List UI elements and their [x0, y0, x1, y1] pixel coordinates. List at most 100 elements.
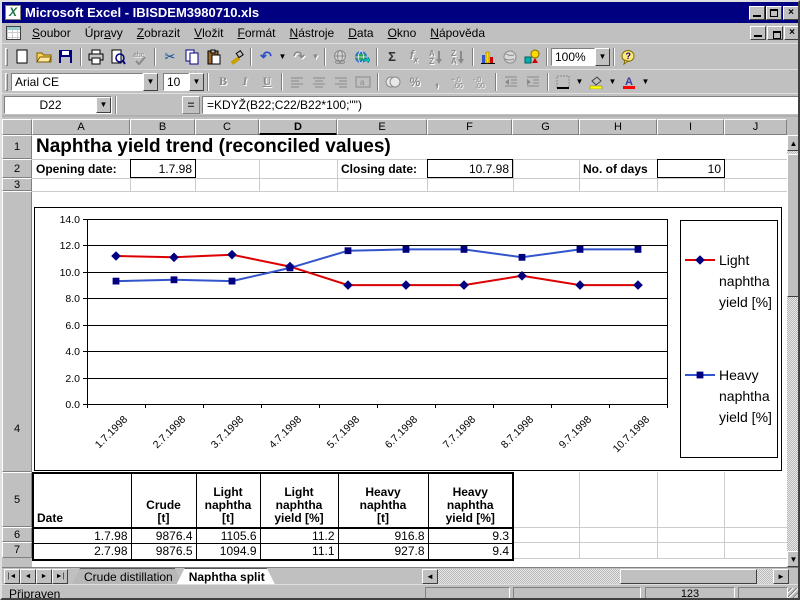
scroll-up-button[interactable]: ▲: [787, 135, 798, 151]
undo-button[interactable]: ↶: [255, 47, 277, 67]
table-cell[interactable]: 916.8: [337, 527, 429, 544]
column-header-G[interactable]: G: [512, 119, 579, 135]
chart-wizard-button[interactable]: [477, 47, 499, 67]
scroll-right-button[interactable]: ►: [773, 569, 789, 584]
row-header-7[interactable]: 7: [2, 542, 32, 558]
column-header-C[interactable]: C: [195, 119, 259, 135]
help-button[interactable]: ?: [618, 47, 640, 67]
table-cell[interactable]: 9876.5: [130, 543, 197, 560]
doc-close-button[interactable]: ×: [784, 26, 798, 40]
row-header-2[interactable]: 2: [2, 159, 32, 178]
scroll-left-button[interactable]: ◄: [422, 569, 438, 584]
zoom-value[interactable]: 100%: [551, 47, 595, 66]
font-name-value[interactable]: Arial CE: [11, 72, 143, 91]
paste-function-button[interactable]: fx: [403, 47, 425, 67]
restore-button[interactable]: [766, 5, 782, 20]
font-name-combo[interactable]: Arial CE ▼: [11, 72, 158, 91]
menu-napoveda[interactable]: Nápověda: [430, 26, 485, 40]
spelling-button[interactable]: abc: [129, 47, 151, 67]
table-cell[interactable]: 9.3: [427, 527, 514, 544]
sheet-tab-crude-distillation[interactable]: Crude distillation: [72, 568, 183, 584]
table-cell[interactable]: 2.7.98: [32, 543, 132, 560]
name-box[interactable]: D22 ▼: [4, 95, 112, 114]
last-sheet-button[interactable]: ►|: [52, 569, 68, 584]
font-size-combo[interactable]: 10 ▼: [163, 72, 204, 91]
redo-button[interactable]: ↷: [288, 47, 310, 67]
web-toolbar-button[interactable]: [351, 47, 373, 67]
copy-button[interactable]: [181, 47, 203, 67]
days-value-cell[interactable]: 10: [657, 159, 725, 178]
column-header-A[interactable]: A: [32, 119, 130, 135]
save-button[interactable]: [55, 47, 77, 67]
table-cell[interactable]: 1.7.98: [32, 527, 132, 544]
align-right-button[interactable]: [330, 72, 352, 92]
menu-okno[interactable]: Okno: [387, 26, 417, 40]
row-header-3[interactable]: 3: [2, 178, 32, 191]
table-cell[interactable]: 927.8: [337, 543, 429, 560]
column-header-I[interactable]: I: [657, 119, 724, 135]
increase-decimal-button[interactable]: +,0,00: [448, 72, 470, 92]
decrease-decimal-button[interactable]: -,0,00: [470, 72, 492, 92]
equals-button[interactable]: =: [182, 95, 200, 114]
previous-sheet-button[interactable]: ◄: [20, 569, 36, 584]
currency-button[interactable]: [382, 72, 404, 92]
row-header-4[interactable]: 4: [2, 191, 32, 472]
column-header-H[interactable]: H: [579, 119, 657, 135]
menu-vlozit[interactable]: Vložit: [194, 26, 224, 40]
menu-nastroje[interactable]: Nástroje: [289, 26, 335, 40]
fill-color-button[interactable]: [585, 72, 607, 92]
dropdown-icon[interactable]: ▼: [143, 72, 158, 91]
undo-dropdown-button[interactable]: ▼: [278, 52, 287, 61]
menu-upravy[interactable]: Úpravy: [84, 26, 123, 40]
menu-data[interactable]: Data: [348, 26, 374, 40]
column-header-J[interactable]: J: [724, 119, 787, 135]
opening-date-label-cell[interactable]: Opening date:: [36, 161, 117, 176]
redo-dropdown-button[interactable]: ▼: [311, 52, 320, 61]
table-cell[interactable]: 11.1: [259, 543, 339, 560]
font-color-button[interactable]: A: [618, 72, 640, 92]
closing-date-label-cell[interactable]: Closing date:: [341, 161, 418, 176]
column-header-E[interactable]: E: [337, 119, 427, 135]
table-cell[interactable]: 9.4: [427, 543, 514, 560]
table-cell[interactable]: 1094.9: [195, 543, 261, 560]
underline-button[interactable]: U: [256, 72, 278, 92]
row-header-1[interactable]: 1: [2, 135, 32, 159]
vertical-scroll-thumb[interactable]: [787, 154, 798, 297]
column-header-F[interactable]: F: [427, 119, 512, 135]
excel-app-icon[interactable]: X: [5, 5, 21, 20]
percent-button[interactable]: %: [404, 72, 426, 92]
format-painter-button[interactable]: [225, 47, 247, 67]
row-header-5[interactable]: 5: [2, 472, 32, 527]
comma-button[interactable]: ,: [426, 72, 448, 92]
menu-soubor[interactable]: Soubor: [32, 26, 71, 40]
align-center-button[interactable]: [308, 72, 330, 92]
table-cell[interactable]: 11.2: [259, 527, 339, 544]
minimize-button[interactable]: [749, 5, 765, 20]
close-button[interactable]: ×: [783, 5, 798, 20]
first-sheet-button[interactable]: |◄: [4, 569, 20, 584]
font-color-dropdown-button[interactable]: ▼: [641, 77, 650, 86]
menu-zobrazit[interactable]: Zobrazit: [136, 26, 181, 40]
bold-button[interactable]: B: [212, 72, 234, 92]
naphtha-yield-chart[interactable]: 0.02.04.06.08.010.012.014.01.7.1998 2.7.1…: [34, 207, 782, 471]
scroll-down-button[interactable]: ▼: [787, 551, 798, 567]
sheet-tab-naphtha-split[interactable]: Naphtha split: [177, 568, 275, 584]
paste-button[interactable]: [203, 47, 225, 67]
horizontal-scroll-thumb[interactable]: [620, 569, 757, 584]
doc-restore-button[interactable]: [767, 26, 783, 40]
next-sheet-button[interactable]: ►: [36, 569, 52, 584]
dropdown-icon[interactable]: ▼: [189, 72, 204, 91]
opening-date-value-cell[interactable]: 1.7.98: [130, 159, 196, 178]
print-button[interactable]: [85, 47, 107, 67]
workbook-icon[interactable]: [6, 26, 21, 40]
autosum-button[interactable]: Σ: [381, 47, 403, 67]
formula-input[interactable]: =KDYŽ(B22;C22/B22*100;""): [202, 95, 798, 114]
align-left-button[interactable]: [286, 72, 308, 92]
increase-indent-button[interactable]: [522, 72, 544, 92]
resize-grip[interactable]: [788, 588, 798, 598]
print-preview-button[interactable]: [107, 47, 129, 67]
vertical-scrollbar[interactable]: ▲ ▼: [787, 135, 798, 567]
insert-hyperlink-button[interactable]: [329, 47, 351, 67]
italic-button[interactable]: I: [234, 72, 256, 92]
